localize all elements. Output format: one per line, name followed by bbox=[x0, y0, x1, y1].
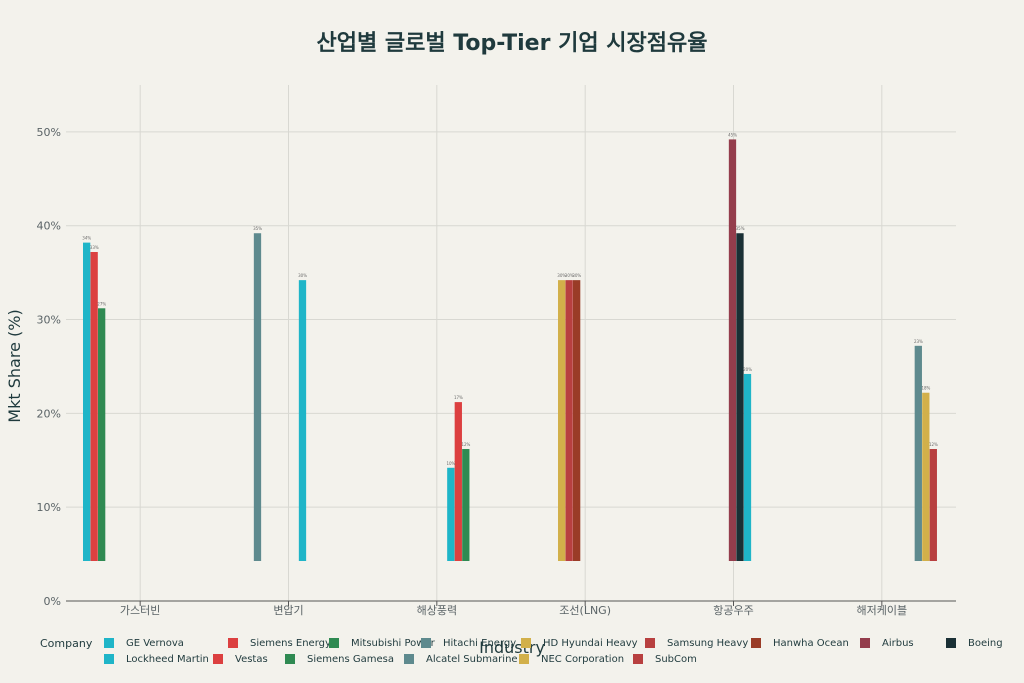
data-labels: 34%33%27%35%30%30%30%45%35%30%10%20%17%1… bbox=[82, 132, 938, 465]
legend-title: Company bbox=[40, 637, 93, 650]
bar-data-label: 17% bbox=[454, 395, 463, 400]
bar-data-label: 30% bbox=[565, 273, 574, 278]
legend-swatch bbox=[946, 638, 956, 648]
bar-data-label: 34% bbox=[82, 236, 91, 241]
legend-swatch bbox=[104, 638, 114, 648]
legend-swatch bbox=[519, 654, 529, 664]
legend-label: Hanwha Ocean bbox=[773, 638, 849, 649]
bar-data-label: 30% bbox=[557, 273, 566, 278]
bar-data-label: 12% bbox=[461, 442, 470, 447]
bar bbox=[728, 139, 737, 561]
y-axis-title: Mkt Share (%) bbox=[5, 309, 24, 422]
legend-swatch bbox=[104, 654, 114, 664]
bar-data-label: 12% bbox=[929, 442, 938, 447]
bar bbox=[83, 242, 91, 561]
bar bbox=[929, 449, 937, 561]
bar-data-label: 18% bbox=[921, 386, 930, 391]
legend-label: Vestas bbox=[235, 654, 268, 665]
legend-item[interactable]: Airbus bbox=[860, 638, 914, 649]
legend-label: Mitsubishi Power bbox=[351, 638, 435, 649]
legend-swatch bbox=[228, 638, 238, 648]
bar-data-label: 35% bbox=[253, 226, 262, 231]
bar bbox=[90, 251, 98, 561]
chart-title: 산업별 글로벌 Top-Tier 기업 시장점유율 bbox=[317, 31, 708, 56]
bar bbox=[922, 392, 930, 561]
bar bbox=[462, 449, 470, 561]
legend-swatch bbox=[645, 638, 655, 648]
legend-swatch bbox=[329, 638, 339, 648]
legend-item[interactable]: Hitachi Energy bbox=[421, 638, 516, 649]
bar bbox=[98, 308, 106, 561]
legend-item[interactable]: Hanwha Ocean bbox=[751, 638, 849, 649]
legend-item[interactable]: HD Hyundai Heavy bbox=[521, 638, 638, 649]
legend-swatch bbox=[404, 654, 414, 664]
legend-item[interactable]: SubCom bbox=[633, 654, 697, 665]
bar-data-label: 23% bbox=[914, 339, 923, 344]
x-tick-label: 변압기 bbox=[273, 604, 303, 617]
legend-swatch bbox=[285, 654, 295, 664]
x-tick-label: 가스터빈 bbox=[120, 604, 160, 617]
legend-label: GE Vernova bbox=[126, 638, 184, 649]
bar-data-label: 10% bbox=[446, 461, 455, 466]
bar bbox=[447, 467, 455, 561]
legend-swatch bbox=[751, 638, 761, 648]
legend-swatch bbox=[860, 638, 870, 648]
gridlines bbox=[66, 85, 956, 601]
bar bbox=[573, 280, 581, 561]
bar bbox=[743, 373, 752, 561]
legend-label: Samsung Heavy bbox=[667, 638, 749, 649]
x-tick-label: 조선(LNG) bbox=[559, 604, 611, 617]
legend-swatch bbox=[633, 654, 643, 664]
legend-label: Boeing bbox=[968, 638, 1003, 649]
legend-item[interactable]: Samsung Heavy bbox=[645, 638, 748, 649]
x-tick-label: 해상풍력 bbox=[417, 603, 457, 617]
legend-item[interactable]: Mitsubishi Power bbox=[329, 638, 435, 649]
bar bbox=[253, 233, 262, 561]
bar-data-label: 30% bbox=[572, 273, 581, 278]
bar-data-label: 27% bbox=[97, 301, 106, 306]
y-tick-label: 40% bbox=[37, 220, 61, 233]
x-tick-label: 해저케이블 bbox=[857, 603, 908, 617]
bar bbox=[558, 280, 566, 561]
bar-data-label: 30% bbox=[298, 273, 307, 278]
x-tick-label: 항공우주 bbox=[713, 604, 753, 617]
bar-data-label: 33% bbox=[90, 245, 99, 250]
bar bbox=[914, 345, 922, 561]
legend-swatch bbox=[421, 638, 431, 648]
legend-label: Lockheed Martin bbox=[126, 654, 209, 665]
legend-item[interactable]: Siemens Gamesa bbox=[285, 654, 394, 665]
bar-data-label: 45% bbox=[728, 132, 737, 137]
bar bbox=[298, 280, 307, 561]
legend-item[interactable]: Vestas bbox=[213, 654, 268, 665]
legend-item[interactable]: Alcatel Submarine bbox=[404, 654, 518, 665]
bar-data-label: 35% bbox=[736, 226, 745, 231]
legend-swatch bbox=[213, 654, 223, 664]
legend-label: Alcatel Submarine bbox=[426, 654, 518, 665]
legend-label: HD Hyundai Heavy bbox=[543, 638, 638, 649]
bar bbox=[736, 233, 744, 561]
legend-label: NEC Corporation bbox=[541, 654, 625, 665]
bars bbox=[83, 139, 937, 561]
legend-item[interactable]: Boeing bbox=[946, 638, 1003, 649]
legend-item[interactable]: Siemens Energy bbox=[228, 638, 331, 649]
y-tick-label: 10% bbox=[37, 501, 61, 514]
y-tick-label: 0% bbox=[44, 595, 61, 608]
bar bbox=[454, 402, 462, 561]
legend-label: Hitachi Energy bbox=[443, 638, 517, 649]
legend-swatch bbox=[521, 638, 531, 648]
y-tick-label: 30% bbox=[37, 314, 61, 327]
legend-item[interactable]: NEC Corporation bbox=[519, 654, 624, 665]
y-tick-label: 50% bbox=[37, 126, 61, 139]
legend-label: SubCom bbox=[655, 654, 697, 665]
legend-label: Siemens Gamesa bbox=[307, 654, 395, 665]
legend-item[interactable]: GE Vernova bbox=[104, 638, 184, 649]
y-tick-label: 20% bbox=[37, 407, 61, 420]
legend-label: Siemens Energy bbox=[250, 638, 331, 649]
legend-label: Airbus bbox=[882, 638, 914, 649]
legend-item[interactable]: Lockheed Martin bbox=[104, 654, 209, 665]
bar bbox=[565, 280, 573, 561]
bar-data-label: 20% bbox=[743, 367, 752, 372]
axes: 0% 10% 20% 30% 40% 50% 가스터빈 변압기 해상풍력 조선(LNG) 항공우주 해… bbox=[37, 126, 956, 617]
